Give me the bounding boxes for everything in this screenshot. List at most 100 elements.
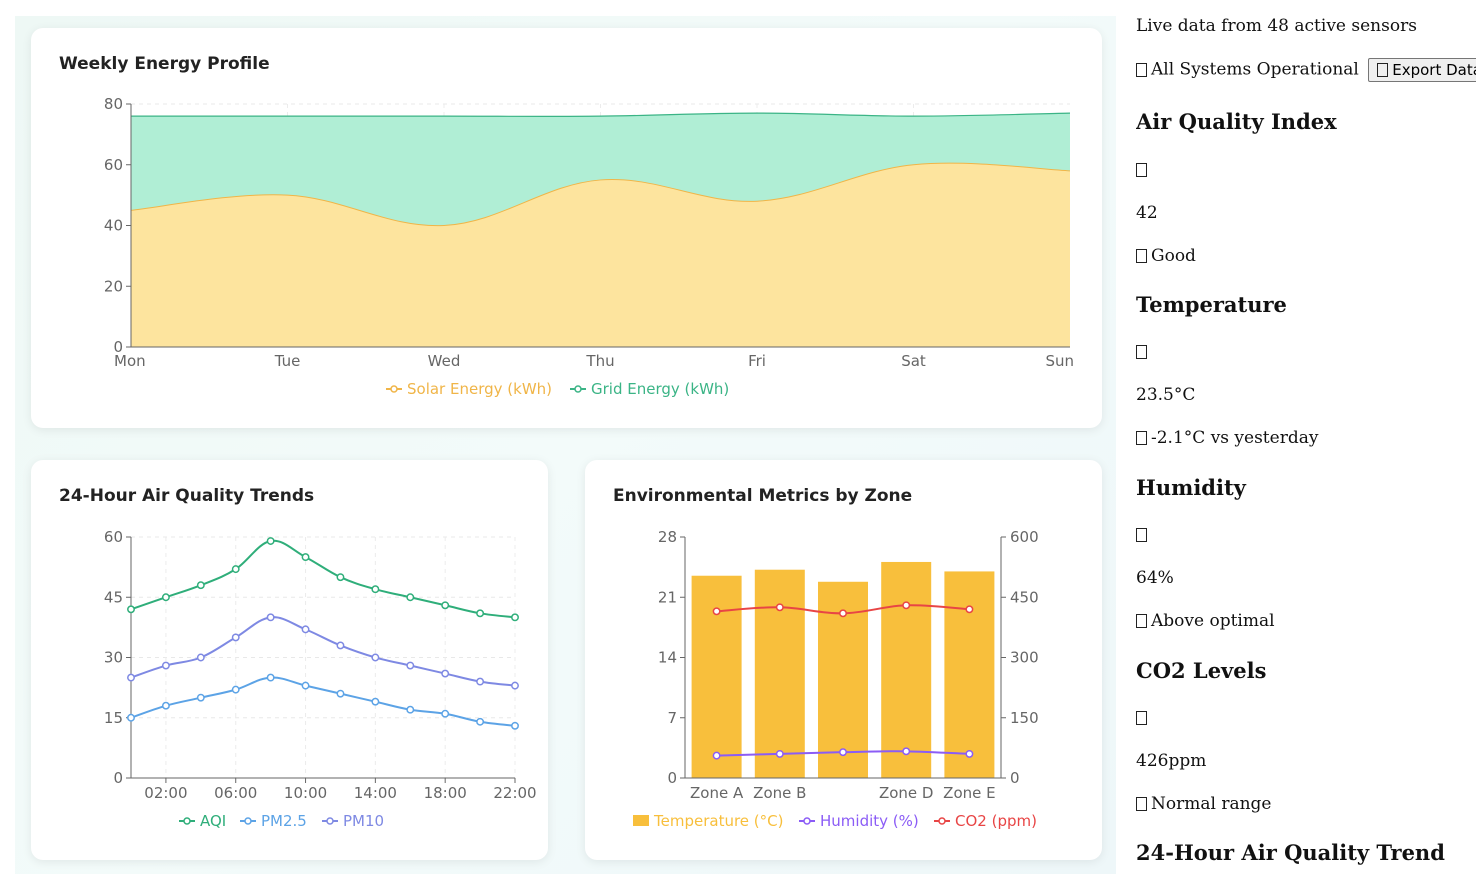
humidity-point: [839, 748, 847, 757]
y-tick-label-right: 150: [1010, 709, 1039, 727]
y-tick-label: 20: [104, 277, 123, 295]
zone-metrics-chart: 0 7 14 21 28 0 150 300 450 600 Zone A Zone B Zone D Z…: [633, 528, 1039, 830]
aqi-point: [441, 601, 450, 610]
metric-title-co2: CO2 Levels: [1136, 658, 1267, 683]
pm25-point: [301, 681, 310, 690]
metric-value-aqi: 42: [1136, 203, 1158, 223]
pm25-point: [511, 721, 519, 730]
export-label: Export Data: [1392, 61, 1476, 79]
y-tick-label: 0: [113, 338, 123, 356]
grid-energy-area: [131, 113, 1070, 226]
co2-point: [965, 605, 974, 614]
aqi-point: [301, 553, 310, 562]
legend-pm10-label: PM10: [343, 812, 384, 830]
x-tick-label: 18:00: [424, 784, 467, 802]
temperature-bar: [754, 569, 805, 778]
x-tick-label: 22:00: [493, 784, 536, 802]
pm10-point: [441, 669, 450, 678]
legend-temperature-label: Temperature (°C): [653, 812, 783, 830]
metric-note-co2: Normal range: [1136, 794, 1272, 814]
status-text: All Systems Operational: [1151, 59, 1359, 80]
y-tick-label: 15: [104, 709, 123, 727]
energy-chart: 0 20 40 60 80 Mon Tue Wed Thu Fri Sat Sun Solar Ener…: [104, 95, 1074, 398]
legend-pm25-marker: [244, 817, 252, 825]
card-title: 24-Hour Air Quality Trends: [59, 486, 315, 506]
grid-energy-line: [131, 112, 1071, 117]
trend-icon: [1136, 249, 1147, 263]
legend-co2-label: CO2 (ppm): [955, 812, 1037, 830]
temperature-bar: [944, 571, 995, 778]
legend-pm25-label: PM2.5: [261, 812, 307, 830]
x-tick-label: 02:00: [144, 784, 187, 802]
pm25-point: [266, 673, 275, 682]
y-tick-label-left: 14: [658, 649, 677, 667]
metric-title-temperature: Temperature: [1136, 292, 1287, 317]
aqi-point: [371, 585, 380, 594]
aqi-point: [161, 593, 170, 602]
y-tick-label: 0: [113, 769, 123, 787]
metric-title-aqi: Air Quality Index: [1136, 109, 1337, 134]
pm25-line: [130, 676, 516, 727]
pm25-point: [441, 709, 450, 718]
x-tick-label: Thu: [585, 352, 614, 370]
co2-point: [775, 603, 784, 612]
legend-humidity-marker: [803, 817, 811, 825]
legend-aqi-marker: [183, 817, 191, 825]
thermometer-icon: [1136, 342, 1147, 362]
y-tick-label-right: 450: [1010, 588, 1039, 606]
humidity-point: [775, 749, 784, 758]
solar-energy-area: [131, 163, 1070, 347]
solar-energy-line: [130, 162, 1071, 227]
trend-heading: 24-Hour Air Quality Trend: [1136, 840, 1445, 865]
download-icon: [1377, 63, 1389, 77]
aqi-point: [196, 581, 205, 590]
x-tick-label: 06:00: [214, 784, 257, 802]
legend-grid-marker: [574, 385, 582, 393]
pm25-point: [196, 693, 205, 702]
pm25-point: [406, 705, 415, 714]
aqi-point: [231, 565, 240, 574]
check-icon: [1136, 797, 1147, 811]
humidity-point: [965, 749, 974, 758]
y-tick-label-left: 21: [658, 588, 677, 606]
card-title: Environmental Metrics by Zone: [613, 486, 913, 506]
y-tick-label-right: 600: [1010, 528, 1039, 546]
y-tick-label: 60: [104, 528, 123, 546]
y-tick-label-left: 0: [667, 769, 677, 787]
aqi-point: [476, 609, 485, 618]
metric-note-temperature: -2.1°C vs yesterday: [1136, 428, 1318, 448]
x-tick-label: Sat: [901, 352, 926, 370]
y-tick-label: 30: [104, 649, 123, 667]
y-tick-label: 60: [104, 156, 123, 174]
metric-note-humidity: Above optimal: [1136, 611, 1275, 631]
air-quality-chart: 0 15 30 45 60 02:00 06:00 10:00 14:00 18:00 22:00 A…: [104, 528, 537, 830]
y-tick-label: 45: [104, 588, 123, 606]
pm10-point: [196, 653, 205, 662]
pm10-point: [301, 625, 310, 634]
y-tick-label: 40: [104, 217, 123, 235]
card-title: Weekly Energy Profile: [59, 54, 270, 74]
metric-note-aqi: Good: [1136, 246, 1196, 266]
status-check-icon: [1136, 62, 1147, 77]
pm10-point: [231, 633, 240, 642]
x-tick-label: 14:00: [354, 784, 397, 802]
x-tick-label: Zone A: [690, 784, 744, 802]
pm10-line: [130, 616, 516, 687]
x-tick-label: Tue: [274, 352, 301, 370]
y-tick-label-right: 0: [1010, 769, 1020, 787]
air-quality-icon: [1136, 160, 1147, 180]
export-data-button[interactable]: Export Data: [1368, 58, 1476, 82]
legend-aqi-label: AQI: [200, 812, 226, 830]
co2-point: [712, 607, 721, 616]
y-tick-label: 80: [104, 95, 123, 113]
y-tick-label-right: 300: [1010, 649, 1039, 667]
aqi-point: [127, 605, 135, 614]
y-tick-label-left: 7: [667, 709, 677, 727]
aqi-point: [406, 593, 415, 602]
pm10-point: [161, 661, 170, 670]
pm10-point: [266, 613, 275, 622]
x-tick-label: Zone B: [753, 784, 806, 802]
x-tick-label: Sun: [1045, 352, 1074, 370]
sensor-subtitle: Live data from 48 active sensors: [1136, 16, 1417, 36]
legend-temperature-swatch: [633, 815, 649, 826]
